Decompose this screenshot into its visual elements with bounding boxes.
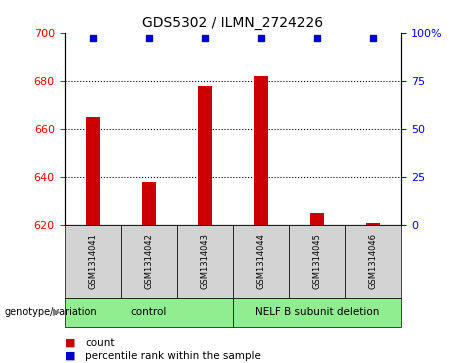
Text: percentile rank within the sample: percentile rank within the sample (85, 351, 261, 361)
Text: NELF B subunit deletion: NELF B subunit deletion (255, 307, 379, 317)
Title: GDS5302 / ILMN_2724226: GDS5302 / ILMN_2724226 (142, 16, 323, 30)
Bar (366, 223, 380, 225)
Text: GSM1314043: GSM1314043 (200, 233, 209, 289)
Text: GSM1314045: GSM1314045 (313, 233, 321, 289)
Text: GSM1314041: GSM1314041 (88, 233, 97, 289)
Text: control: control (130, 307, 167, 317)
Text: ■: ■ (65, 338, 75, 348)
Text: ■: ■ (65, 351, 75, 361)
Text: GSM1314046: GSM1314046 (368, 233, 378, 289)
Bar (86, 117, 100, 225)
Text: GSM1314042: GSM1314042 (144, 233, 153, 289)
Text: genotype/variation: genotype/variation (5, 307, 97, 317)
Text: count: count (85, 338, 115, 348)
Bar (310, 213, 324, 225)
Text: GSM1314044: GSM1314044 (256, 233, 266, 289)
Bar (254, 76, 268, 225)
Bar (142, 182, 156, 225)
Bar (198, 86, 212, 225)
Text: ▶: ▶ (53, 307, 60, 317)
